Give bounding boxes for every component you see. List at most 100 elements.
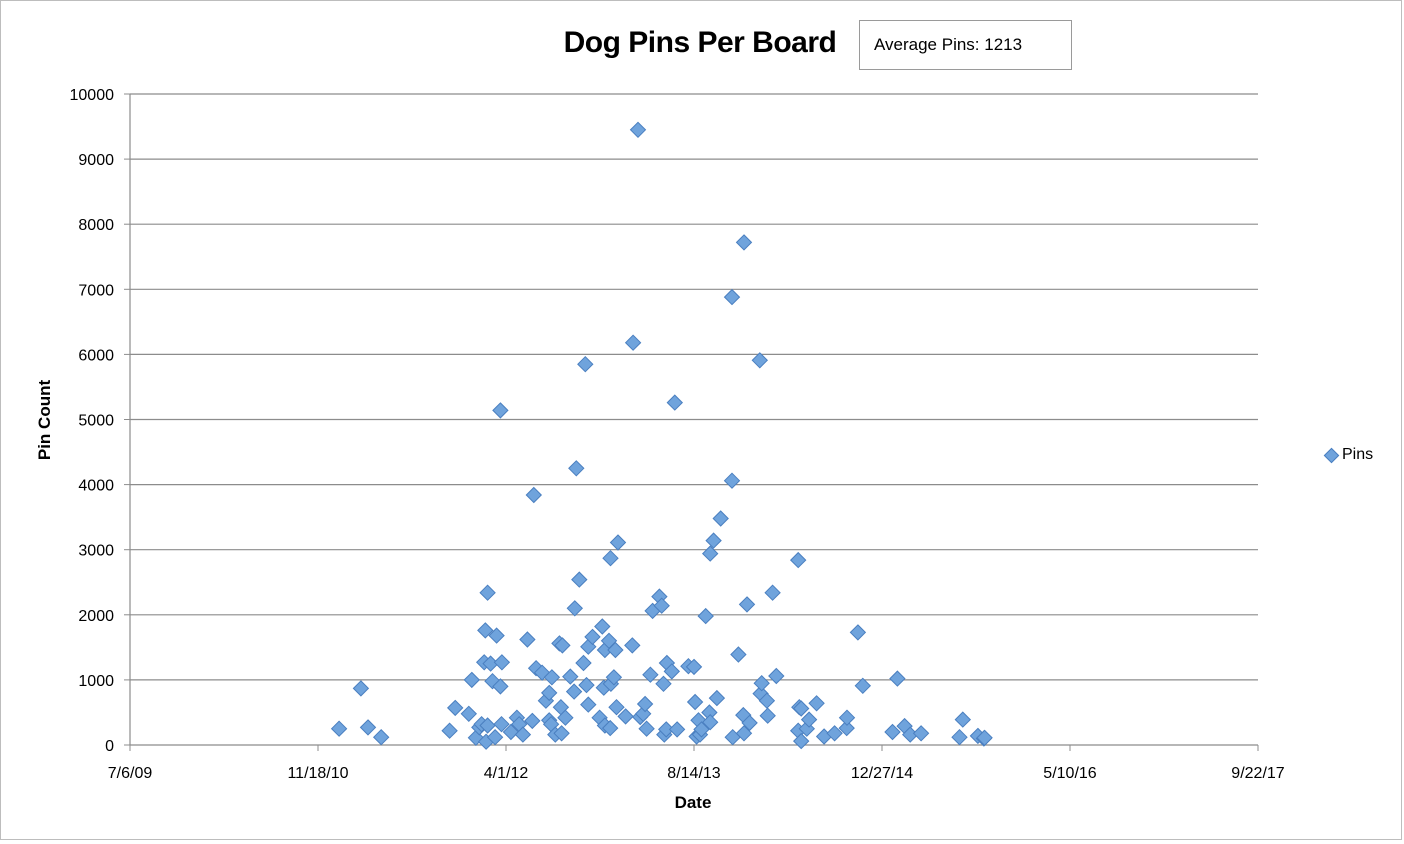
x-tick-labels: 7/6/09 11/18/10 4/1/12 8/14/13 12/27/14 5/10/… — [108, 765, 1285, 782]
data-point — [557, 709, 574, 726]
data-point — [889, 670, 906, 687]
data-point — [759, 707, 776, 724]
data-point — [697, 607, 714, 625]
data-point — [849, 624, 867, 641]
data-point — [609, 534, 627, 551]
data-point — [519, 631, 536, 648]
data-point — [792, 700, 810, 717]
y-tick-label: 0 — [105, 738, 114, 755]
data-point — [735, 725, 753, 742]
axes — [129, 94, 1259, 751]
data-point — [441, 722, 458, 739]
x-tick-label: 5/10/16 — [1043, 765, 1096, 782]
data-point — [768, 667, 785, 685]
x-axis-title: Date — [675, 793, 712, 812]
y-tick-labels: 0 1000 2000 3000 4000 5000 6000 7000 8000 9000 100… — [70, 87, 115, 755]
data-point — [708, 689, 726, 707]
data-point — [479, 584, 496, 601]
data-point — [638, 720, 655, 737]
data-point — [514, 726, 532, 743]
y-tick-label: 7000 — [78, 282, 114, 299]
data-point — [352, 680, 370, 697]
data-point — [359, 719, 377, 736]
data-point — [477, 622, 494, 639]
data-point — [553, 725, 570, 742]
data-point — [543, 669, 561, 686]
data-points — [330, 121, 993, 750]
y-tick-label: 9000 — [78, 152, 114, 169]
data-point — [764, 584, 781, 601]
data-point — [686, 693, 704, 711]
x-tick-label: 12/27/14 — [851, 765, 913, 782]
data-point — [753, 674, 770, 692]
average-pins-annotation: Average Pins: 1213 — [859, 20, 1072, 70]
data-point — [463, 671, 481, 689]
data-point — [608, 698, 625, 716]
data-point — [951, 728, 968, 746]
data-point — [372, 728, 390, 746]
data-point — [701, 545, 719, 562]
data-point — [566, 600, 584, 617]
data-point — [594, 618, 611, 635]
x-tick-label: 9/22/17 — [1231, 765, 1284, 782]
data-point — [602, 549, 619, 567]
data-point — [601, 719, 619, 737]
y-tick-label: 1000 — [78, 673, 114, 690]
y-tick-label: 4000 — [78, 478, 114, 495]
data-point — [617, 708, 634, 725]
data-point — [565, 683, 583, 700]
data-point — [723, 288, 741, 306]
data-point — [693, 721, 710, 738]
data-point — [738, 596, 756, 613]
y-tick-label: 6000 — [78, 347, 114, 364]
x-tick-label: 4/1/12 — [484, 765, 529, 782]
data-point — [584, 628, 601, 646]
data-point — [540, 684, 558, 702]
data-point — [838, 709, 856, 726]
x-tick-label: 11/18/10 — [287, 765, 348, 782]
data-point — [685, 658, 703, 676]
data-point — [655, 675, 672, 693]
data-point — [751, 352, 769, 369]
data-point — [524, 712, 541, 730]
y-tick-label: 2000 — [78, 608, 114, 625]
legend: Pins — [1323, 446, 1374, 464]
data-point — [629, 121, 647, 139]
data-point — [568, 460, 585, 477]
data-point — [486, 728, 504, 746]
data-point — [730, 646, 747, 663]
data-point — [554, 637, 571, 654]
data-point — [488, 627, 505, 644]
y-tick-label: 8000 — [78, 217, 114, 234]
data-point — [701, 713, 719, 731]
data-point — [668, 721, 686, 738]
data-point — [657, 721, 675, 738]
data-point — [854, 677, 872, 695]
x-tick-label: 8/14/13 — [667, 765, 720, 782]
data-point — [636, 695, 654, 713]
y-axis-title: Pin Count — [35, 380, 54, 461]
legend-label: Pins — [1342, 446, 1374, 463]
data-point — [562, 668, 579, 685]
data-point — [460, 705, 478, 723]
data-point — [605, 669, 623, 686]
data-point — [493, 654, 511, 671]
data-point — [741, 714, 758, 732]
data-point — [607, 641, 624, 659]
gridlines — [124, 93, 1258, 746]
data-point — [826, 725, 843, 742]
y-tick-label: 10000 — [70, 87, 115, 104]
data-point — [976, 729, 993, 747]
data-point — [575, 654, 592, 672]
data-point — [712, 510, 729, 527]
data-point — [642, 666, 659, 683]
data-point — [492, 402, 509, 419]
data-point — [493, 715, 510, 733]
data-point — [800, 711, 818, 728]
data-point — [884, 723, 901, 741]
data-point — [838, 719, 855, 737]
data-point — [789, 551, 807, 569]
data-point — [492, 678, 509, 695]
data-point — [653, 597, 670, 614]
